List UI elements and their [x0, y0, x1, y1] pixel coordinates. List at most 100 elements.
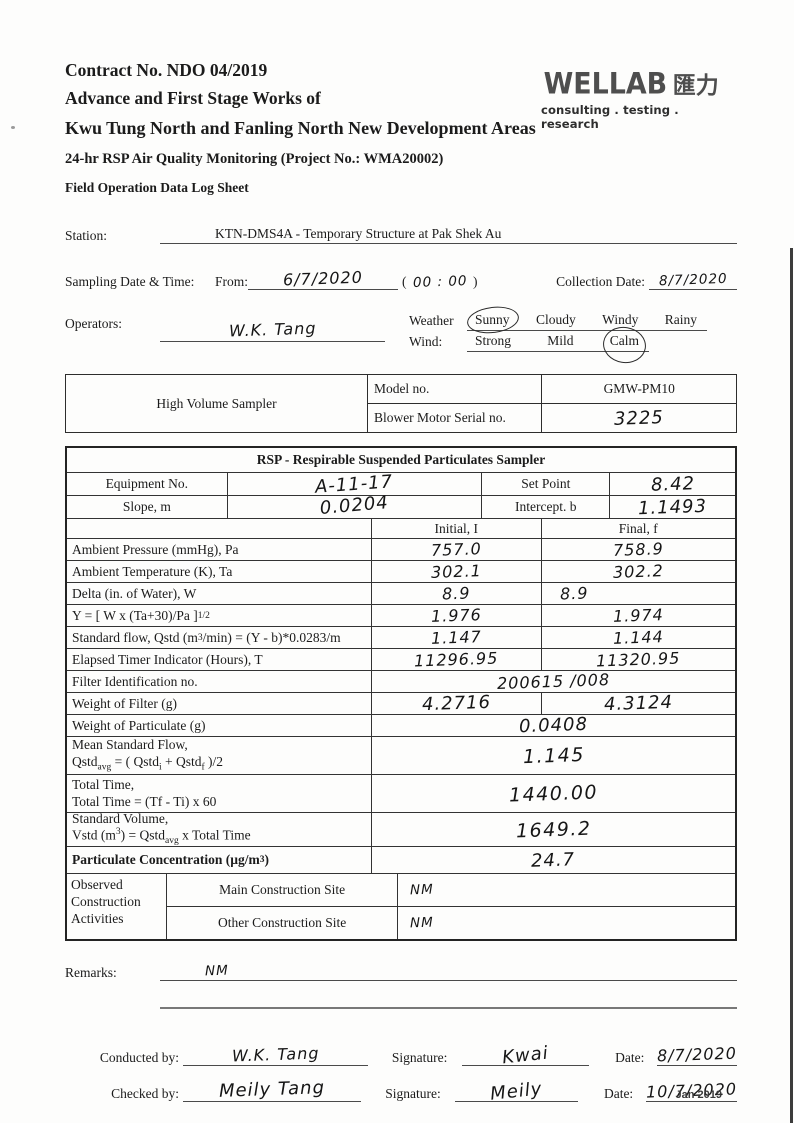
equipment-label: Equipment No. [105, 476, 189, 491]
from-date-field: 6/7/2020 [248, 268, 399, 290]
row-total-time: Total Time, Total Time = (Tf - Ti) x 60 … [67, 774, 735, 812]
elapsed-timer-label: Elapsed Timer Indicator (Hours), T [72, 651, 263, 667]
y-final: 1.974 [612, 605, 665, 626]
wind-option-calm: Calm [609, 333, 639, 348]
project-title-line2: Advance and First Stage Works of [65, 88, 321, 108]
sampling-label: Sampling Date & Time: [65, 274, 195, 289]
row-filter-weight: Weight of Filter (g) 4.2716 4.3124 [67, 691, 735, 716]
mean-flow-p3: )/2 [204, 753, 224, 769]
mean-flow-line1: Mean Standard Flow, [72, 737, 188, 753]
ambient-pressure-label: Ambient Pressure (mmHg), Pa [72, 541, 239, 557]
y-formula-exponent: 1/2 [197, 610, 210, 621]
title-block: Contract No. NDO 04/2019 Advance and Fir… [65, 60, 536, 196]
filter-id-value: 200615 /008 [496, 670, 611, 693]
hvs-title-cell: High Volume Sampler [65, 374, 368, 433]
other-construction-value-cell: NM [397, 907, 735, 939]
date-label-2: Date: [603, 1086, 634, 1101]
y-initial-cell: 1.976 [370, 605, 541, 626]
standard-flow-label-sup: 3 [197, 632, 203, 643]
total-time-label: Total Time, Total Time = (Tf - Ti) x 60 [67, 775, 371, 811]
column-header-spacer [67, 519, 371, 538]
other-construction-value: NM [410, 914, 435, 932]
main-construction-line: Main Construction Site NM [165, 874, 735, 906]
standard-volume-p2: x Total Time [178, 827, 251, 843]
row-standard-volume: Standard Volume, Vstd (m3) = Qstdavg x T… [67, 811, 735, 847]
sheet-name: Field Operation Data Log Sheet [65, 180, 249, 195]
concentration-p1: ) [264, 852, 269, 867]
weather-option-windy: Windy [602, 312, 639, 327]
particulate-weight-label: Weight of Particulate (g) [72, 717, 206, 733]
scan-speck-artifact [11, 126, 15, 129]
row-elapsed-timer: Elapsed Timer Indicator (Hours), T 11296… [67, 648, 735, 670]
rsp-column-header-row: Initial, I Final, f [67, 518, 735, 538]
checked-date-field: 10/7/2020 [646, 1079, 737, 1102]
filter-weight-final-cell: 4.3124 [540, 692, 735, 715]
weather-option-sunny: Sunny [475, 312, 510, 327]
rsp-slope-row: Slope, m 0.0204 Intercept. b 1.1493 [67, 492, 735, 519]
ambient-pressure-initial: 757.0 [430, 539, 482, 560]
row-y-formula: Y = [ W x (Ta+30)/Pa ] 1/2 1.976 1.974 [67, 604, 735, 626]
weather-options: Sunny Cloudy Windy Rainy [467, 312, 707, 331]
equipment-value-cell: A-11-17 [226, 471, 482, 497]
y-formula-label-text: Y = [ W x (Ta+30)/Pa ] [72, 607, 198, 623]
row-ambient-pressure: Ambient Pressure (mmHg), Pa 757.0 758.9 [67, 538, 735, 560]
intercept-label: Intercept. b [481, 496, 609, 518]
other-construction-label: Other Construction Site [165, 907, 398, 939]
mean-flow-value-cell: 1.145 [370, 737, 735, 774]
remarks-value: NM [204, 962, 230, 980]
rsp-table: RSP - Respirable Suspended Particulates … [65, 446, 737, 941]
standard-flow-label-p0: Standard flow, Qstd (m [72, 629, 198, 645]
project-title-line3: Kwu Tung North and Fanling North New Dev… [65, 118, 536, 138]
ambient-pressure-final: 758.9 [612, 539, 665, 560]
ambient-temperature-final: 302.2 [612, 561, 665, 582]
conducted-date: 8/7/2020 [656, 1043, 738, 1066]
elapsed-timer-initial: 11296.95 [413, 648, 499, 671]
station-label: Station: [65, 228, 108, 243]
setpoint-value-cell: 8.42 [609, 473, 735, 495]
wind-line: Wind: Strong Mild Calm [409, 333, 737, 352]
remarks-label: Remarks: [65, 965, 117, 980]
weather-option-cloudy: Cloudy [535, 312, 576, 327]
standard-flow-initial-cell: 1.147 [370, 627, 541, 648]
wellab-wordmark: WELLAB [543, 65, 668, 101]
column-header-initial: Initial, I [370, 519, 541, 538]
setpoint-label: Set Point [481, 473, 609, 495]
delta-water-label: Delta (in. of Water), W [72, 585, 197, 601]
particulate-weight-value: 0.0408 [518, 713, 589, 738]
wind-option-mild: Mild [547, 333, 574, 348]
from-label: From: [215, 274, 249, 289]
observed-activities-label: Observed Construction Activities [71, 877, 141, 926]
slope-value-cell: 0.0204 [226, 492, 482, 518]
concentration-value-cell: 24.7 [370, 847, 735, 873]
operators-field: W.K. Tang [160, 318, 385, 342]
hvs-serial-value-cell: 3225 [541, 403, 737, 433]
total-time-line1: Total Time, [72, 777, 135, 793]
station-row: Station: KTN-DMS4A - Temporary Structure… [65, 226, 737, 244]
delta-initial: 8.9 [441, 583, 471, 604]
row-delta-water: Delta (in. of Water), W 8.9 8.9 [67, 582, 735, 604]
row-standard-flow: Standard flow, Qstd (m 3/min) = (Y - b)*0… [67, 626, 735, 648]
row-filter-id: Filter Identification no. 200615 /008 [67, 670, 735, 693]
row-particulate-concentration: Particulate Concentration (µg/m 3) 24.7 [67, 846, 735, 873]
remarks-field: NM [160, 963, 737, 981]
filter-weight-label: Weight of Filter (g) [72, 695, 178, 711]
filter-weight-initial: 4.2716 [421, 691, 492, 716]
scan-edge-artifact [790, 248, 793, 1123]
ambient-temperature-initial: 302.1 [430, 561, 482, 582]
y-formula-label: Y = [ W x (Ta+30)/Pa ] 1/2 [67, 605, 371, 626]
signature-label-1: Signature: [391, 1050, 448, 1065]
rsp-table-title: RSP - Respirable Suspended Particulates … [256, 452, 546, 467]
column-header-final: Final, f [540, 519, 735, 538]
y-initial: 1.976 [430, 605, 482, 626]
header: Contract No. NDO 04/2019 Advance and Fir… [65, 60, 737, 196]
conducted-by-name: W.K. Tang [231, 1043, 320, 1066]
collection-date-label: Collection Date: [556, 274, 645, 289]
standard-volume-value-cell: 1649.2 [370, 813, 735, 846]
standard-volume-label: Standard Volume, Vstd (m3) = Qstdavg x T… [67, 809, 371, 850]
ambient-temperature-label: Ambient Temperature (K), Ta [72, 563, 233, 579]
standard-flow-initial: 1.147 [430, 627, 482, 648]
checked-by-field: Meily Tang [183, 1077, 362, 1102]
concentration-label: Particulate Concentration (µg/m 3) [67, 847, 371, 873]
weather-option-rainy: Rainy [664, 312, 697, 327]
